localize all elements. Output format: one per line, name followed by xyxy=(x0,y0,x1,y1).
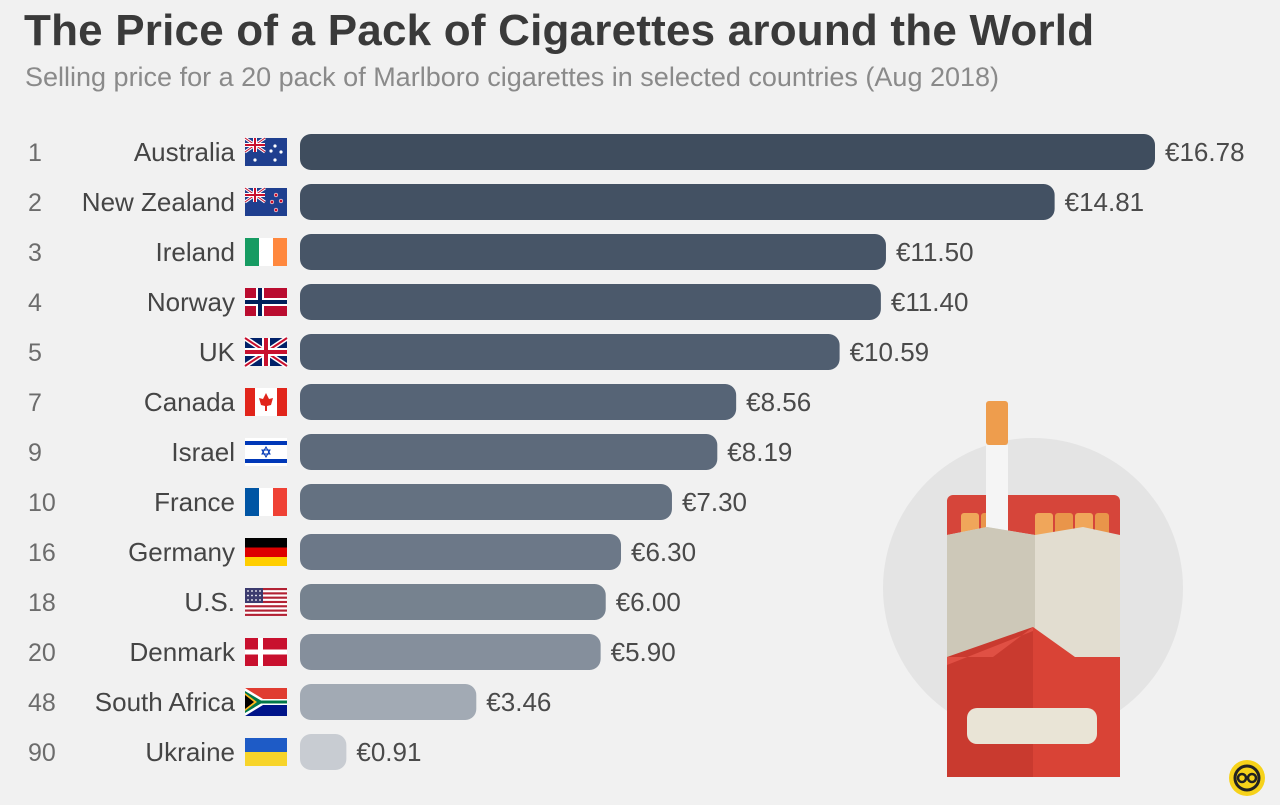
value-label: €10.59 xyxy=(850,337,930,367)
bar xyxy=(300,334,840,370)
bar xyxy=(300,534,622,570)
country-label: Germany xyxy=(128,537,235,567)
bar xyxy=(300,584,606,620)
value-label: €11.50 xyxy=(896,237,974,267)
value-label: €14.81 xyxy=(1065,187,1145,217)
rank-label: 16 xyxy=(28,539,56,567)
germany-flag-icon xyxy=(245,538,287,566)
rank-label: 20 xyxy=(28,639,56,667)
rank-label: 48 xyxy=(28,689,56,717)
canada-flag-icon xyxy=(245,388,287,416)
country-label: South Africa xyxy=(95,687,236,717)
bar xyxy=(300,634,601,670)
value-label: €3.46 xyxy=(486,687,551,717)
ukraine-flag-icon xyxy=(245,738,287,766)
rank-label: 4 xyxy=(28,289,42,317)
value-label: €6.30 xyxy=(631,537,696,567)
value-label: €8.19 xyxy=(727,437,792,467)
bar xyxy=(300,184,1055,220)
new-zealand-flag-icon xyxy=(244,186,287,216)
bar xyxy=(300,734,347,770)
country-label: Norway xyxy=(147,287,235,317)
statista-logo-icon xyxy=(1229,760,1265,796)
south-africa-flag-icon xyxy=(245,688,287,716)
chart-title: The Price of a Pack of Cigarettes around… xyxy=(24,6,1095,55)
country-label: New Zealand xyxy=(82,187,235,217)
israel-flag-icon xyxy=(245,438,287,466)
uk-flag-icon xyxy=(243,335,289,369)
bar xyxy=(300,284,881,320)
norway-flag-icon xyxy=(245,288,287,316)
us-flag-icon xyxy=(245,588,287,616)
country-label: France xyxy=(154,487,235,517)
rank-label: 3 xyxy=(28,239,42,267)
bar xyxy=(300,484,672,520)
bar xyxy=(300,234,886,270)
chart-subtitle: Selling price for a 20 pack of Marlboro … xyxy=(25,62,1000,92)
value-label: €11.40 xyxy=(891,287,969,317)
country-label: Ukraine xyxy=(145,737,235,767)
country-label: UK xyxy=(199,337,236,367)
australia-flag-icon xyxy=(244,136,287,166)
rank-label: 5 xyxy=(28,339,42,367)
france-flag-icon xyxy=(245,488,287,516)
bar xyxy=(300,684,477,720)
rank-label: 9 xyxy=(28,439,42,467)
rank-label: 10 xyxy=(28,489,56,517)
rank-label: 1 xyxy=(28,139,42,167)
value-label: €16.78 xyxy=(1165,137,1245,167)
country-label: U.S. xyxy=(184,587,235,617)
value-label: €6.00 xyxy=(616,587,681,617)
rank-label: 2 xyxy=(28,189,42,217)
value-label: €8.56 xyxy=(746,387,811,417)
country-label: Australia xyxy=(134,137,236,167)
rank-label: 7 xyxy=(28,389,42,417)
country-label: Israel xyxy=(171,437,235,467)
country-label: Denmark xyxy=(130,637,236,667)
bar xyxy=(300,434,718,470)
denmark-flag-icon xyxy=(245,638,287,666)
country-label: Canada xyxy=(144,387,236,417)
bar xyxy=(300,134,1155,170)
ireland-flag-icon xyxy=(245,238,287,266)
rank-label: 18 xyxy=(28,589,56,617)
rank-label: 90 xyxy=(28,739,56,767)
country-label: Ireland xyxy=(156,237,236,267)
bar xyxy=(300,384,737,420)
value-label: €5.90 xyxy=(611,637,676,667)
value-label: €7.30 xyxy=(682,487,747,517)
value-label: €0.91 xyxy=(356,737,421,767)
cigarette-pack-icon xyxy=(883,401,1183,777)
